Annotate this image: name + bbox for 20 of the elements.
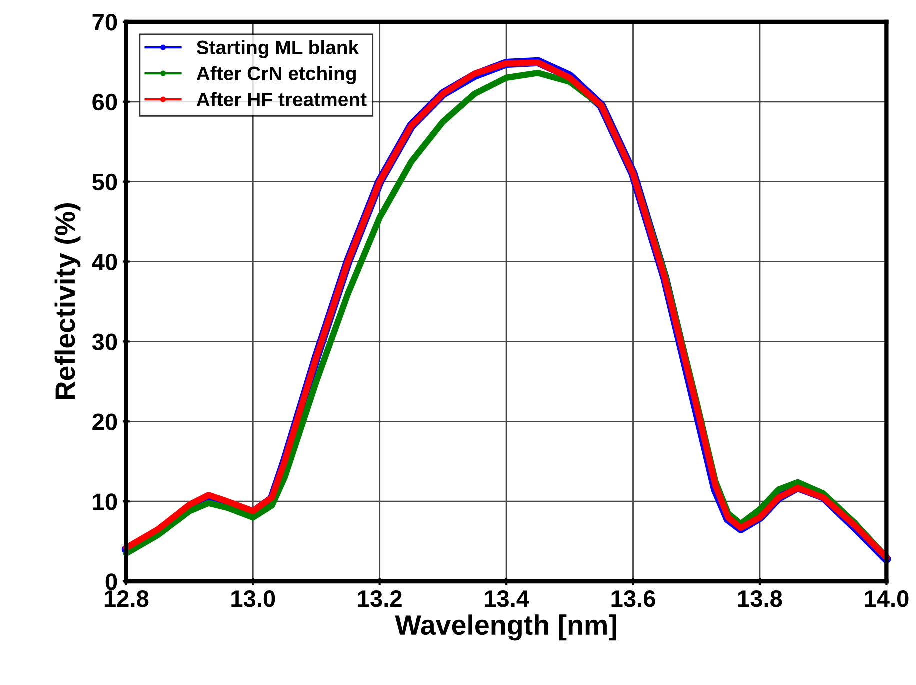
y-tick-label: 70 (92, 14, 118, 31)
x-tick-label: 13.6 (612, 590, 656, 608)
y-tick-label: 60 (92, 94, 118, 111)
x-tick-label: 12.8 (104, 590, 149, 608)
y-tick-label: 40 (92, 254, 118, 271)
x-tick-label: 13.0 (232, 590, 276, 608)
y-axis-title: Reflectivity (%) (54, 204, 81, 400)
x-tick-label: 13.2 (358, 590, 402, 608)
legend-label: After CrN etching (196, 66, 356, 84)
x-tick-label: 13.4 (485, 590, 530, 608)
x-axis-title: Wavelength [nm] (395, 614, 616, 641)
x-tick-label: 14.0 (865, 590, 909, 608)
y-tick-label: 20 (92, 414, 118, 430)
y-tick-label: 30 (92, 334, 118, 351)
legend-label: After HF treatment (196, 92, 367, 107)
legend-label: Starting ML blank (196, 40, 360, 58)
y-tick-label: 10 (93, 494, 118, 510)
x-tick-label: 13.8 (738, 590, 782, 608)
y-tick-label: 0 (106, 574, 118, 590)
y-tick-label: 50 (92, 174, 118, 191)
